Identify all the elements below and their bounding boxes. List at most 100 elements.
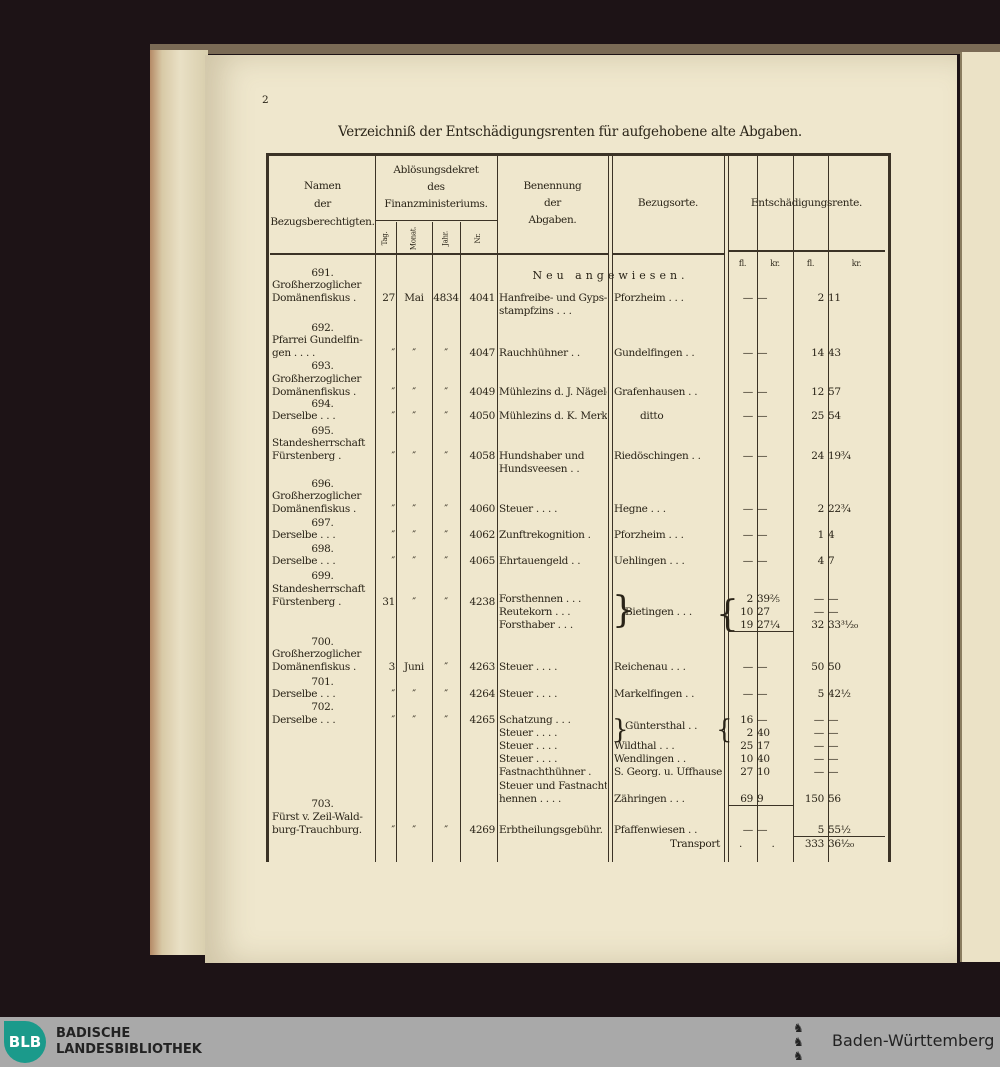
dekret-nr: 4060 bbox=[469, 503, 495, 515]
entry-name: Fürst v. Zeil-Wald- bbox=[272, 811, 363, 823]
abgabe-name: Hanfreibe- und Gyps- bbox=[499, 293, 607, 304]
dekret-nr: 4047 bbox=[469, 347, 495, 359]
rente-value: 24 bbox=[811, 450, 824, 462]
entry-name: Pfarrei Gundelfin- bbox=[272, 334, 363, 346]
abgabe-name: Steuer . . . . bbox=[499, 504, 558, 515]
dekret-tag: ″ bbox=[391, 714, 395, 726]
entry-name: Domänenfiskus . bbox=[272, 661, 357, 673]
entry-name: Derselbe . . . bbox=[272, 529, 336, 541]
entry-number: 695. bbox=[311, 425, 334, 437]
section-heading: Neu angewiesen. bbox=[532, 269, 689, 282]
dekret-monat: ″ bbox=[412, 450, 416, 462]
bezugsort: Reichenau . . . bbox=[614, 662, 686, 673]
rente-value: 19 bbox=[740, 619, 753, 631]
header-bezugsorte: Bezugsorte. bbox=[637, 197, 699, 209]
rente-value: 11 bbox=[828, 292, 841, 304]
abgabe-name: Rauchhühner . . bbox=[499, 348, 580, 359]
dekret-nr: 4269 bbox=[469, 824, 495, 836]
bezugsort: Zähringen . . . bbox=[614, 794, 685, 805]
rente-value: — bbox=[757, 347, 768, 359]
entry-number: 699. bbox=[311, 570, 334, 582]
rente-value: — bbox=[813, 714, 825, 726]
rente-value: 5 bbox=[817, 688, 825, 700]
rente-value: — bbox=[742, 386, 754, 398]
rente-value: — bbox=[813, 593, 825, 605]
book-cover bbox=[150, 44, 1000, 54]
abgabe-name: Reutekorn . . . bbox=[499, 607, 571, 618]
entry-number: 693. bbox=[311, 360, 334, 372]
bezugsort: Hegne . . . bbox=[614, 504, 666, 515]
rente-value: 27 bbox=[757, 606, 770, 618]
rente-value: 25 bbox=[811, 410, 824, 422]
blb-logo[interactable]: BLB bbox=[4, 1021, 46, 1063]
header-dekret: Finanzministeriums. bbox=[384, 198, 488, 210]
column-rule bbox=[375, 156, 376, 862]
bezugsort: Pforzheim . . . bbox=[614, 293, 684, 304]
bezugsort: Markelfingen . . bbox=[614, 689, 695, 700]
bezugsort: Pforzheim . . . bbox=[614, 530, 684, 541]
entry-name: Großherzoglicher bbox=[272, 648, 362, 660]
rente-value: 55½ bbox=[828, 824, 851, 836]
dekret-monat: ″ bbox=[412, 688, 416, 700]
rente-value: — bbox=[742, 529, 754, 541]
header-monat: Monat. bbox=[409, 226, 418, 251]
rente-value: — bbox=[828, 727, 839, 739]
rente-value: 42½ bbox=[828, 688, 851, 700]
abgabe-name: Forsthaber . . . bbox=[499, 620, 573, 631]
dekret-jahr: ″ bbox=[444, 596, 448, 608]
rente-value: 2 bbox=[746, 593, 754, 605]
rente-value: — bbox=[742, 824, 754, 836]
bezugsort: Riedöschingen . . bbox=[614, 451, 701, 462]
entry-number: 703. bbox=[311, 798, 334, 810]
rente-value: 25 bbox=[740, 740, 753, 752]
abgabe-name: hennen . . . . bbox=[499, 794, 561, 805]
unit-label: kr. bbox=[770, 259, 780, 268]
dekret-tag: ″ bbox=[391, 386, 395, 398]
abgabe-name: Zunftrekognition . bbox=[499, 530, 591, 541]
entry-number: 697. bbox=[311, 517, 334, 529]
lions-crest-icon: ♞ ♞ ♞ bbox=[793, 1021, 804, 1063]
abgabe-name: Hundshaber und bbox=[499, 451, 585, 462]
entry-name: Standesherrschaft bbox=[272, 437, 366, 449]
abgabe-name: Ehrtauengeld . . bbox=[499, 556, 581, 567]
brace-icon: } bbox=[612, 715, 629, 745]
dekret-monat: ″ bbox=[412, 347, 416, 359]
rente-value: — bbox=[828, 593, 839, 605]
rente-value: — bbox=[828, 606, 839, 618]
dekret-jahr: ″ bbox=[444, 714, 448, 726]
page-edges bbox=[150, 50, 208, 955]
unit-label: kr. bbox=[851, 259, 862, 268]
dekret-tag: ″ bbox=[391, 529, 395, 541]
abgabe-name: Steuer . . . . bbox=[499, 662, 558, 673]
bezugsort: Pfaffenwiesen . . bbox=[614, 825, 698, 836]
rente-value: 54 bbox=[828, 410, 841, 422]
header-benennung: Abgaben. bbox=[528, 214, 577, 226]
transport-label: Transport bbox=[669, 838, 720, 850]
rente-value: 43 bbox=[828, 347, 841, 359]
column-rule bbox=[724, 156, 725, 862]
rente-value: — bbox=[742, 661, 754, 673]
entry-name: Fürstenberg . bbox=[272, 450, 342, 462]
rente-value: 10 bbox=[740, 606, 753, 618]
header-benennung: der bbox=[543, 197, 562, 209]
row-rule bbox=[728, 631, 793, 632]
dekret-tag: ″ bbox=[391, 410, 395, 422]
entry-name: Standesherrschaft bbox=[272, 583, 366, 595]
dekret-nr: 4264 bbox=[469, 688, 495, 700]
entry-number: 694. bbox=[311, 398, 334, 410]
brace-icon: { bbox=[716, 715, 733, 745]
rente-value: 12 bbox=[811, 386, 824, 398]
rente-value: 17 bbox=[757, 740, 770, 752]
rente-value: — bbox=[757, 410, 768, 422]
state-logo-text[interactable]: Baden-Württemberg bbox=[832, 1031, 995, 1050]
rente-value: — bbox=[757, 555, 768, 567]
dekret-monat: ″ bbox=[412, 714, 416, 726]
row-rule bbox=[728, 805, 793, 806]
header-namen: der bbox=[313, 198, 332, 210]
abgabe-name: Mühlezins d. J. Nägele bbox=[499, 387, 607, 398]
bezugsort: Uehlingen . . . bbox=[614, 556, 685, 567]
abgabe-name: stampfzins . . . bbox=[499, 306, 572, 317]
page-number: 2 bbox=[262, 94, 269, 106]
dekret-tag: 3 bbox=[388, 661, 396, 673]
rente-value: — bbox=[757, 529, 768, 541]
